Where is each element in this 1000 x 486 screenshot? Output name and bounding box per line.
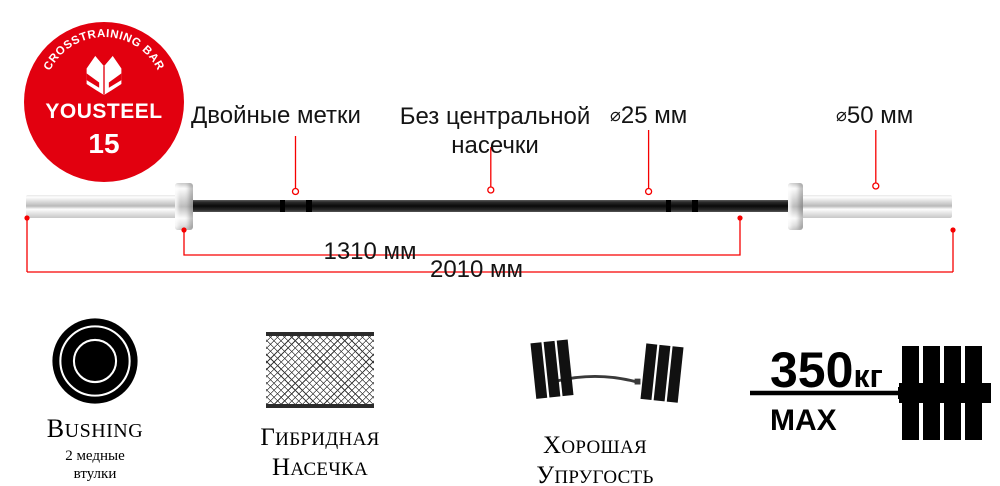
svg-text:MAX: MAX bbox=[770, 404, 837, 437]
svg-text:350кг: 350кг bbox=[770, 342, 883, 398]
